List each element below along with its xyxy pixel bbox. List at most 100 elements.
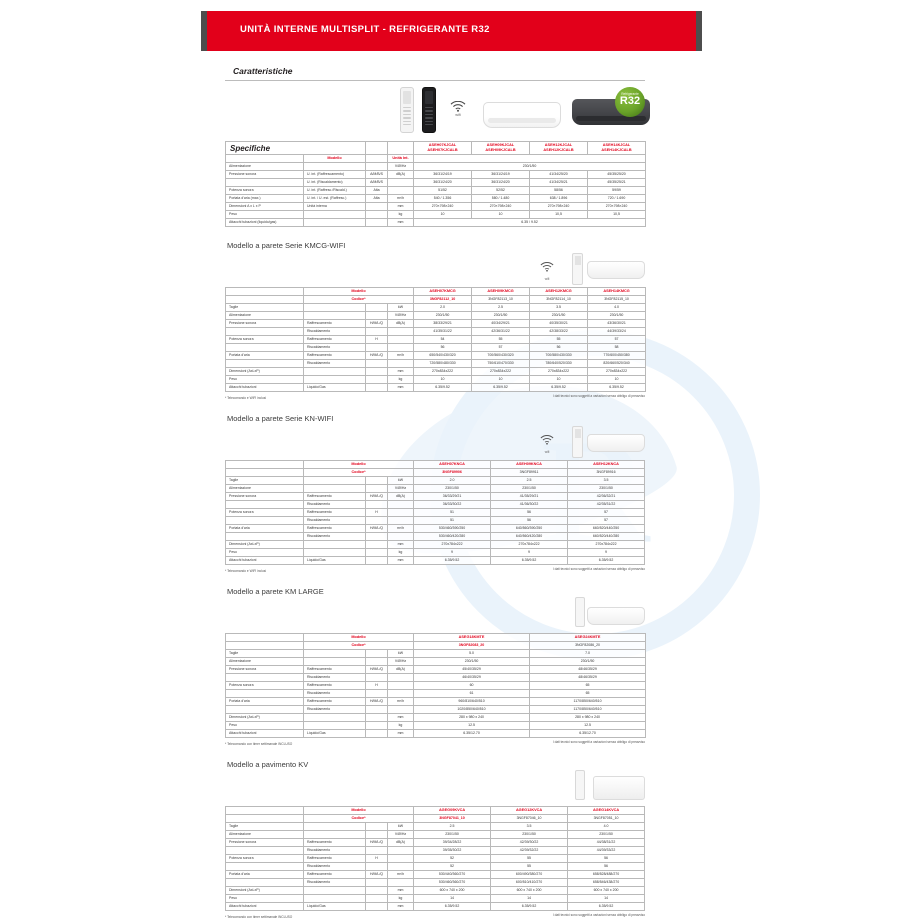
row-sublabel [303,713,366,722]
row-mode [365,713,388,722]
table-row: Attacchi tubazioni Liquido/Gas mm 6.35/9.52… [225,902,646,911]
table-row: Potenza sonora U. int. (Raffresc./Riscald… [225,186,647,195]
row-sublabel: Riscaldamento [303,359,366,368]
model-code: 3NGF82083_20 [413,641,531,650]
spacer-cell [225,468,304,477]
row-value: 36/31/24/19 [413,170,473,179]
row-value: 770/600/450/380 [587,351,647,360]
row-value: 45/40/35/29 [413,665,531,674]
row-value: 56 [567,862,646,871]
wifi-label: wifi [544,277,550,281]
row-sublabel: Raffrescamento [303,335,366,344]
row-value: 230/1/50 [529,311,589,320]
row-mode [365,689,388,698]
table-row: Peso kg 10 10 10,5 10,5 [225,210,647,219]
row-value: 750/610/470/330 [471,359,531,368]
row-label: Alimentazione [225,311,304,320]
row-unit: dB(A) [386,319,415,328]
row-value: 12.5 [529,721,647,730]
model-name: ASEH14KMCG [587,287,647,296]
table-row: Riscaldamento 36/33/30/22 41/36/30/22 42/35… [225,500,646,509]
row-mode [365,721,388,730]
spacer-cell [225,814,304,823]
row-value: 600/510/410/270 [490,878,569,887]
model-name: AGEG09KVCA [413,806,492,815]
col-codice-label: Codice* [302,641,415,650]
row-unit: mm [386,713,415,722]
row-label: Attacchi tubazioni [225,729,304,738]
table-row: Riscaldamento 61 65 [225,689,647,698]
indoor-unit-white-image [483,102,561,128]
table-row: Riscaldamento 41/35/31/22 42/36/31/22 42/38… [225,327,647,336]
row-value: 6.35/12.70 [529,729,647,738]
row-value: 580 / 1.480 [471,194,531,203]
wifi-label: wifi [455,113,461,117]
row-unit [386,343,415,352]
row-label [225,862,304,871]
row-mode [365,556,388,565]
row-value: 230/1/50 [587,311,647,320]
row-value: 230/1/50 [413,484,492,493]
row-sublabel: Raffrescamento [303,697,366,706]
row-value: 48/46/35/29 [529,665,647,674]
row-value: 2.0 [413,303,473,312]
row-value: 58/56 [529,186,589,195]
row-label: Peso [225,894,304,903]
table-row: Attacchi tubazioni Liquido/Gas mm 6.35/9.52… [225,383,647,392]
row-label: Alimentazione [225,484,304,493]
row-value: 270×798×240 [587,202,647,211]
table-row: Dimensioni (AxLxP) mm 270x784x222 270x784x2… [225,540,646,549]
row-value: 40/35/30/21 [529,319,589,328]
row-unit: dB(A) [387,170,415,179]
row-unit: mm [387,218,415,227]
section-illustration [225,597,645,633]
row-mode: A/M/B/S [365,178,389,187]
row-mode [365,878,388,887]
footnote-left: * Telecomando e WIFI inclusi [225,396,267,400]
row-value: 10,5 [529,210,589,219]
row-mode [365,367,388,376]
remote-control-black-icon [422,87,436,133]
row-sublabel: U. int. (Riscaldamento) [302,178,367,187]
table-row: Pressione sonora U. int. (Raffrescamento)… [225,170,647,179]
row-sublabel [303,476,366,485]
row-value: 42/39/30/22 [490,838,569,847]
row-value: 52 [413,854,492,863]
table-row: Pressione sonora Raffrescamento H/M/L/Q dB(… [225,319,647,328]
remote-buttons [403,107,411,128]
table-row: Portata d'aria (max.) U. int. / U. est. (… [225,194,647,203]
model-code: 3NGF87051_10 [567,814,646,823]
model-code: 3NGF89916 [567,468,646,477]
row-mode [365,303,388,312]
row-value: 10 [529,375,589,384]
row-sublabel [303,830,366,839]
row-value: 270x784x222 [490,540,569,549]
col-modello-label: Modello [302,633,415,642]
row-value: 6.35/12.70 [413,729,531,738]
row-value: 660/520/440/280 [567,532,646,541]
table-row: Riscaldamento 1020/850/640/510 1170/850/64… [225,705,647,714]
row-unit: mm [386,886,415,895]
row-unit: dB(A) [386,492,415,501]
row-value: 38/33/29/21 [413,319,473,328]
row-unit: V/Ø/Hz [386,830,415,839]
row-value: 780/640/520/330 [529,359,589,368]
table-row: U. int. (Riscaldamento) A/M/B/S 36/31/24/2… [225,178,647,187]
row-mode [365,532,388,541]
row-value: 6.35/9.52 [413,556,492,565]
row-unit: kW [386,649,415,658]
row-value: 530/460/420/280 [413,532,492,541]
col-modello-label: Modello [302,460,415,469]
row-value: 600 x 740 x 200 [567,886,646,895]
row-value: 10 [587,375,647,384]
row-sublabel [303,649,366,658]
table-row: Peso kg 14 14 14 [225,894,646,903]
table-row: Taglie kW 5.0 7.0 [225,649,647,658]
footnote-left: * Telecomando e WIFI inclusi [225,569,267,573]
row-unit [386,516,415,525]
row-value: 44/39/33/22 [567,846,646,855]
table-row: Pressione sonora Raffrescamento H/M/L/Q dB(… [225,665,647,674]
row-mode: H/M/L/Q [365,870,388,879]
spacer-cell [225,633,304,642]
row-label: Portata d'aria [225,697,304,706]
